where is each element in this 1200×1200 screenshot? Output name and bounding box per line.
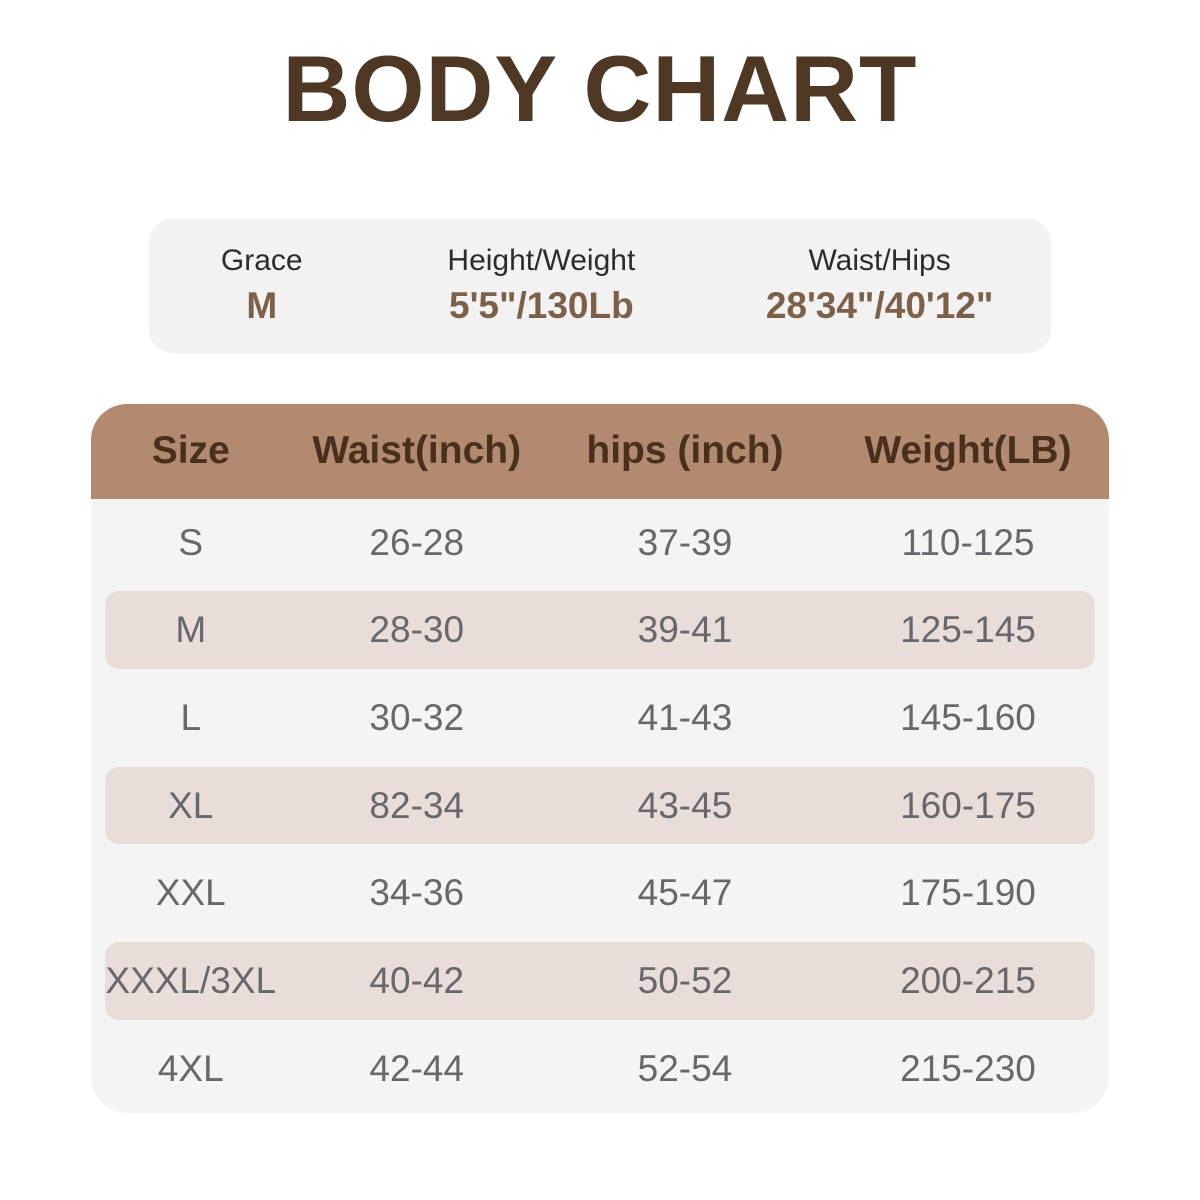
cell-waist: 26-28: [369, 521, 465, 563]
cell-waist: 28-30: [369, 609, 465, 651]
cell-weight: 110-125: [901, 521, 1035, 563]
cell-hips: 43-45: [637, 784, 733, 826]
cell-hips: 41-43: [637, 696, 733, 738]
waist-hips-label: Waist/Hips: [808, 244, 951, 278]
cell-waist: 34-36: [369, 872, 465, 914]
cell-weight: 215-230: [900, 1047, 1036, 1089]
height-weight-label: Height/Weight: [447, 244, 636, 278]
table-row-xxxl-3xl: XXXL/3XL 40-42 50-52 200-215: [91, 937, 1109, 1025]
model-name-column: Grace M: [149, 244, 375, 327]
cell-hips: 45-47: [637, 872, 733, 914]
cell-size: 4XL: [157, 1047, 224, 1089]
table-body: S 26-28 37-39 110-125 M 28-30 39-41 125-…: [91, 498, 1109, 1113]
column-header-waist: Waist(inch): [312, 429, 522, 473]
cell-waist: 30-32: [369, 696, 465, 738]
table-row-xxl: XXL 34-36 45-47 175-190: [91, 849, 1109, 937]
model-info-card: Grace M Height/Weight 5'5"/130Lb Waist/H…: [149, 218, 1051, 353]
table-row-xl: XL 82-34 43-45 160-175: [91, 762, 1109, 850]
model-size-value: M: [246, 285, 278, 327]
page-title: BODY CHART: [282, 36, 918, 141]
cell-weight: 125-145: [900, 609, 1036, 651]
table-row-l: L 30-32 41-43 145-160: [91, 674, 1109, 762]
cell-weight: 175-190: [900, 872, 1036, 914]
column-header-hips: hips (inch): [586, 429, 784, 473]
cell-size: S: [178, 521, 204, 563]
cell-size: XXXL/3XL: [105, 959, 277, 1001]
table-row-s: S 26-28 37-39 110-125: [91, 499, 1109, 587]
cell-hips: 50-52: [637, 959, 733, 1001]
cell-hips: 39-41: [637, 609, 733, 651]
cell-weight: 200-215: [900, 959, 1036, 1001]
cell-size: M: [175, 609, 207, 651]
model-name-label: Grace: [220, 244, 303, 278]
cell-waist: 40-42: [369, 959, 465, 1001]
size-chart-table: Size Waist(inch) hips (inch) Weight(LB) …: [91, 403, 1109, 1113]
cell-weight: 160-175: [900, 784, 1036, 826]
cell-hips: 37-39: [637, 521, 733, 563]
column-header-size: Size: [151, 429, 230, 473]
table-header-row: Size Waist(inch) hips (inch) Weight(LB): [91, 403, 1109, 499]
cell-hips: 52-54: [637, 1047, 733, 1089]
cell-size: XXL: [155, 872, 226, 914]
cell-waist: 42-44: [369, 1047, 465, 1089]
cell-weight: 145-160: [900, 696, 1036, 738]
column-header-weight: Weight(LB): [864, 429, 1072, 473]
height-weight-value: 5'5"/130Lb: [449, 285, 634, 327]
height-weight-column: Height/Weight 5'5"/130Lb: [375, 244, 709, 327]
table-row-4xl: 4XL 42-44 52-54 215-230: [91, 1025, 1109, 1113]
cell-waist: 82-34: [369, 784, 465, 826]
cell-size: XL: [168, 784, 214, 826]
table-row-m: M 28-30 39-41 125-145: [91, 586, 1109, 674]
waist-hips-value: 28'34"/40'12": [765, 285, 994, 327]
waist-hips-column: Waist/Hips 28'34"/40'12": [708, 244, 1051, 327]
cell-size: L: [180, 696, 202, 738]
